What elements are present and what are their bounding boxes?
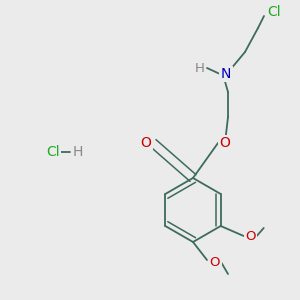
- Text: Cl: Cl: [267, 5, 281, 19]
- Text: O: O: [210, 256, 220, 268]
- Text: N: N: [221, 67, 231, 81]
- Text: H: H: [73, 145, 83, 159]
- Text: O: O: [141, 136, 152, 150]
- Text: H: H: [195, 61, 205, 74]
- Text: O: O: [220, 136, 230, 150]
- Text: O: O: [245, 230, 256, 242]
- Text: Cl: Cl: [46, 145, 60, 159]
